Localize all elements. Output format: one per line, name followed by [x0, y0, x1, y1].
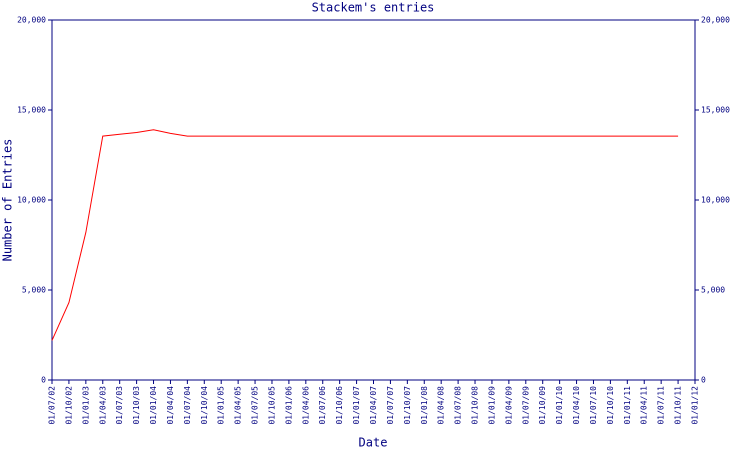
x-tick-label: 01/04/11 — [640, 386, 649, 425]
x-tick-label: 01/07/10 — [589, 386, 598, 425]
x-tick-label: 01/01/04 — [149, 386, 158, 425]
x-tick-label: 01/10/07 — [403, 386, 412, 425]
y-tick-label: 20,000 — [17, 16, 46, 25]
x-tick-label: 01/01/09 — [487, 386, 496, 425]
x-tick-label: 01/04/06 — [301, 386, 310, 425]
x-tick-label: 01/01/11 — [623, 386, 632, 425]
x-tick-label: 01/04/04 — [166, 386, 175, 425]
y-tick-label: 5,000 — [22, 286, 46, 295]
x-tick-label: 01/01/05 — [217, 386, 226, 425]
x-tick-label: 01/10/02 — [64, 386, 73, 425]
x-tick-label: 01/10/11 — [674, 386, 683, 425]
x-tick-label: 01/07/03 — [115, 386, 124, 425]
x-tick-label: 01/10/10 — [606, 386, 615, 425]
x-tick-label: 01/04/08 — [437, 386, 446, 425]
x-tick-label: 01/07/09 — [521, 386, 530, 425]
x-tick-label: 01/10/09 — [538, 386, 547, 425]
x-tick-label: 01/01/06 — [284, 386, 293, 425]
x-tick-label: 01/07/08 — [454, 386, 463, 425]
x-tick-label: 01/04/10 — [572, 386, 581, 425]
x-tick-label: 01/07/06 — [318, 386, 327, 425]
x-tick-label: 01/10/06 — [335, 386, 344, 425]
y-axis-label: Number of Entries — [1, 139, 15, 262]
x-tick-label: 01/01/03 — [81, 386, 90, 425]
x-tick-label: 01/10/04 — [200, 386, 209, 425]
x-tick-label: 01/01/12 — [691, 386, 700, 425]
x-tick-label: 01/07/02 — [48, 386, 57, 425]
y-tick-label: 15,000 — [17, 106, 46, 115]
x-tick-label: 01/10/08 — [471, 386, 480, 425]
x-tick-label: 01/07/05 — [251, 386, 260, 425]
x-tick-label: 01/04/05 — [234, 386, 243, 425]
x-tick-label: 01/01/10 — [555, 386, 564, 425]
x-tick-label: 01/10/05 — [267, 386, 276, 425]
x-tick-label: 01/07/07 — [386, 386, 395, 425]
y2-tick-label: 10,000 — [701, 196, 730, 205]
y2-tick-label: 20,000 — [701, 16, 730, 25]
data-line — [51, 129, 679, 341]
x-tick-label: 01/07/11 — [657, 386, 666, 425]
x-tick-label: 01/01/08 — [420, 386, 429, 425]
x-tick-label: 01/07/04 — [183, 386, 192, 425]
x-tick-label: 01/04/07 — [369, 386, 378, 425]
y2-tick-label: 15,000 — [701, 106, 730, 115]
y-tick-label: 10,000 — [17, 196, 46, 205]
chart-title: Stackem's entries — [312, 1, 435, 15]
plot-frame — [51, 19, 696, 381]
x-tick-label: 01/01/07 — [352, 386, 361, 425]
y2-tick-label: 5,000 — [701, 286, 725, 295]
x-axis-label: Date — [359, 436, 388, 450]
y2-tick-label: 0 — [701, 376, 706, 385]
x-tick-label: 01/04/09 — [504, 386, 513, 425]
y-tick-label: 0 — [41, 376, 46, 385]
x-tick-label: 01/10/03 — [132, 386, 141, 425]
x-tick-label: 01/04/03 — [98, 386, 107, 425]
